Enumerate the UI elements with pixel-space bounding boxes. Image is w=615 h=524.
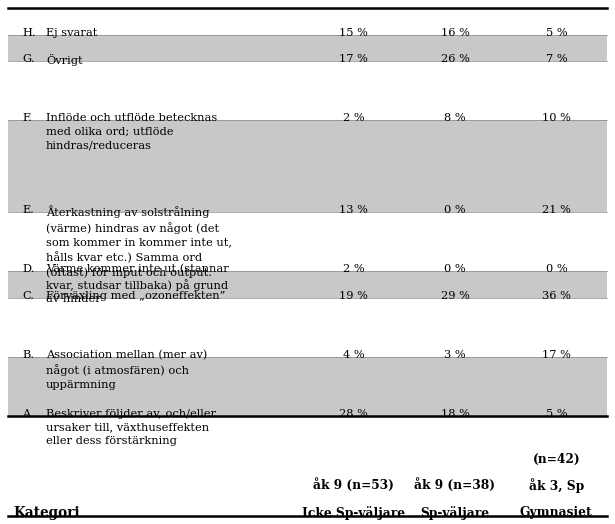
Text: (n=42): (n=42) xyxy=(533,453,580,466)
Bar xyxy=(8,121,607,212)
Bar xyxy=(8,271,607,298)
Text: Association mellan (mer av)
något (i atmosfären) och
uppärmning: Association mellan (mer av) något (i atm… xyxy=(46,350,207,390)
Text: åk 9 (n=53): åk 9 (n=53) xyxy=(313,478,394,492)
Text: Förväxling med „ozoneffekten”: Förväxling med „ozoneffekten” xyxy=(46,291,225,301)
Text: 8 %: 8 % xyxy=(444,114,466,124)
Bar xyxy=(8,416,607,516)
Text: 5 %: 5 % xyxy=(546,409,567,419)
Text: 26 %: 26 % xyxy=(440,54,469,64)
Text: A.: A. xyxy=(22,409,34,419)
Text: 19 %: 19 % xyxy=(339,291,368,301)
Text: 0 %: 0 % xyxy=(444,264,466,274)
Text: Beskriver följder av, och/eller
ursaker till, växthuseffekten
eller dess förstär: Beskriver följder av, och/eller ursaker … xyxy=(46,409,216,446)
Text: Ej svarat: Ej svarat xyxy=(46,28,97,38)
Text: 2 %: 2 % xyxy=(343,264,365,274)
Text: 28 %: 28 % xyxy=(339,409,368,419)
Bar xyxy=(8,298,607,357)
Bar xyxy=(8,357,607,416)
Bar xyxy=(8,212,607,271)
Text: Icke Sp-väljare: Icke Sp-väljare xyxy=(302,506,405,520)
Text: F.: F. xyxy=(22,114,32,124)
Text: 29 %: 29 % xyxy=(440,291,469,301)
Text: 36 %: 36 % xyxy=(542,291,571,301)
Text: åk 3, Sp: åk 3, Sp xyxy=(529,478,584,493)
Text: E.: E. xyxy=(22,205,34,215)
Text: 17 %: 17 % xyxy=(542,350,571,360)
Text: 21 %: 21 % xyxy=(542,205,571,215)
Text: Övrigt: Övrigt xyxy=(46,54,82,67)
Text: Gymnasiet: Gymnasiet xyxy=(520,506,593,519)
Text: 2 %: 2 % xyxy=(343,114,365,124)
Text: åk 9 (n=38): åk 9 (n=38) xyxy=(415,478,496,492)
Text: Inflöde och utflöde betecknas
med olika ord; utflöde
hindras/reduceras: Inflöde och utflöde betecknas med olika … xyxy=(46,114,217,151)
Text: 10 %: 10 % xyxy=(542,114,571,124)
Text: 0 %: 0 % xyxy=(546,264,567,274)
Text: 7 %: 7 % xyxy=(546,54,567,64)
Text: 13 %: 13 % xyxy=(339,205,368,215)
Text: B.: B. xyxy=(22,350,34,360)
Text: 4 %: 4 % xyxy=(343,350,365,360)
Text: 0 %: 0 % xyxy=(444,205,466,215)
Text: G.: G. xyxy=(22,54,34,64)
Text: 17 %: 17 % xyxy=(339,54,368,64)
Text: Värme kommer inte ut (stannar
kvar, studsar tillbaka) på grund
av hinder: Värme kommer inte ut (stannar kvar, stud… xyxy=(46,264,229,304)
Text: D.: D. xyxy=(22,264,34,274)
Text: Återkastning av solstrålning
(värme) hindras av något (det
som kommer in kommer : Återkastning av solstrålning (värme) hin… xyxy=(46,205,232,278)
Text: H.: H. xyxy=(22,28,36,38)
Bar xyxy=(8,8,607,35)
Text: C.: C. xyxy=(22,291,34,301)
Bar xyxy=(8,35,607,61)
Text: 18 %: 18 % xyxy=(440,409,469,419)
Text: 15 %: 15 % xyxy=(339,28,368,38)
Text: 5 %: 5 % xyxy=(546,28,567,38)
Text: Kategori: Kategori xyxy=(13,506,79,520)
Text: 16 %: 16 % xyxy=(440,28,469,38)
Text: Sp-väljare: Sp-väljare xyxy=(421,506,490,520)
Bar xyxy=(8,61,607,121)
Text: 3 %: 3 % xyxy=(444,350,466,360)
